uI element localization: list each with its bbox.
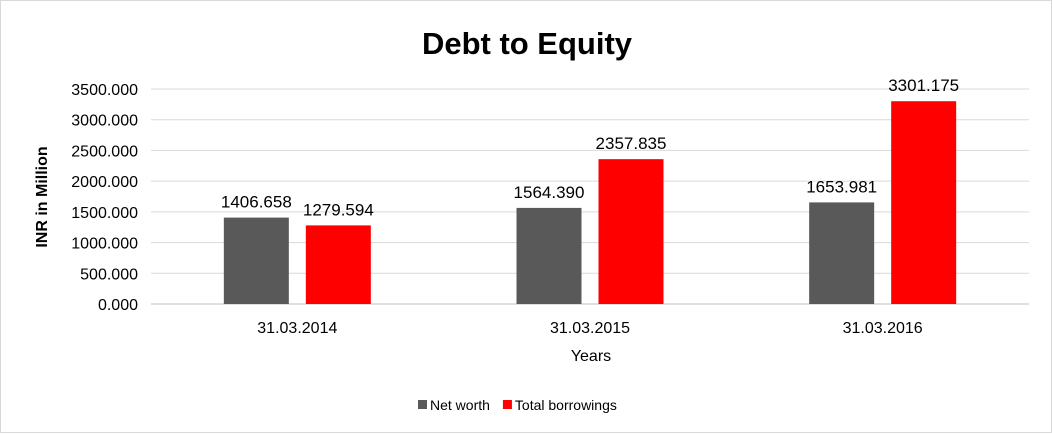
x-axis-ticks: 31.03.2014 31.03.2015 31.03.2016 (257, 320, 923, 337)
bar-total-borrowings (598, 159, 664, 304)
data-label: 1564.390 (514, 183, 585, 202)
y-tick-label: 0.000 (98, 297, 138, 314)
legend: Net worth Total borrowings (418, 397, 617, 413)
chart-title: Debt to Equity (422, 26, 633, 61)
bar-net-worth (223, 217, 289, 304)
data-label: 3301.175 (888, 76, 959, 95)
y-tick-label: 3000.000 (71, 113, 138, 130)
y-axis-title: INR in Million (34, 146, 51, 247)
y-tick-label: 2000.000 (71, 174, 138, 191)
gridlines (151, 88, 1029, 305)
bar-net-worth (516, 207, 582, 304)
data-label: 1406.658 (221, 193, 292, 212)
legend-label: Total borrowings (515, 397, 617, 413)
x-tick-label: 31.03.2014 (257, 320, 337, 337)
y-tick-label: 500.000 (80, 266, 138, 283)
data-label: 1653.981 (806, 177, 877, 196)
bar-total-borrowings (891, 101, 957, 305)
x-axis-title: Years (571, 348, 611, 365)
bar-total-borrowings (305, 225, 371, 304)
legend-swatch-total-borrowings (502, 400, 512, 409)
x-tick-label: 31.03.2015 (550, 320, 630, 337)
data-labels: 1406.658 1279.594 1564.390 2357.835 1653.981… (221, 76, 959, 219)
bars (223, 101, 957, 305)
y-axis-ticks: 0.000 500.000 1000.000 1500.000 2000.000 2500… (71, 82, 138, 314)
bar-net-worth (809, 202, 875, 304)
y-tick-label: 2500.000 (71, 143, 138, 160)
legend-label: Net worth (430, 397, 490, 413)
y-tick-label: 3500.000 (71, 82, 138, 99)
data-label: 1279.594 (303, 200, 374, 219)
x-tick-label: 31.03.2016 (843, 320, 923, 337)
data-label: 2357.835 (596, 134, 667, 153)
legend-swatch-net-worth (418, 400, 427, 409)
y-tick-label: 1500.000 (71, 205, 138, 222)
y-tick-label: 1000.000 (71, 236, 138, 253)
